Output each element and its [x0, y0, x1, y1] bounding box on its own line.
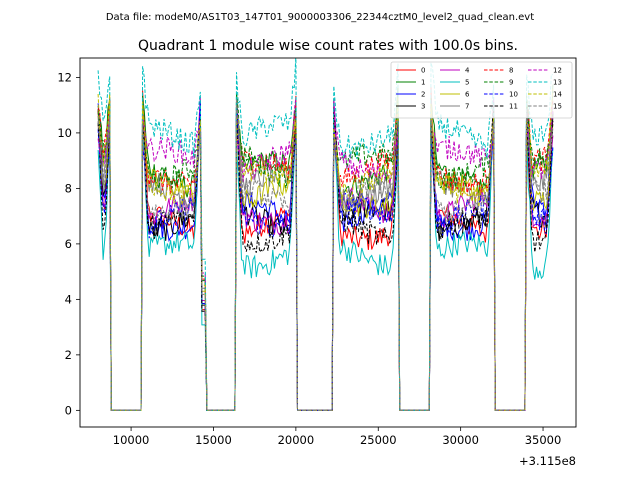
legend-label-8: 8: [509, 67, 513, 75]
legend-label-11: 11: [509, 103, 518, 111]
x-tick-label: 35000: [525, 433, 562, 447]
legend-label-0: 0: [421, 67, 425, 75]
suptitle: Data file: modeM0/AS1T03_147T01_90000033…: [106, 12, 534, 23]
legend-label-5: 5: [465, 79, 469, 87]
x-tick-label: 10000: [113, 433, 150, 447]
y-tick-label: 6: [65, 237, 72, 251]
series-layer: [97, 58, 554, 411]
legend-label-12: 12: [553, 67, 562, 75]
y-tick-label: 10: [57, 126, 72, 140]
y-tick-label: 2: [65, 348, 72, 362]
legend-label-7: 7: [465, 103, 469, 111]
legend-label-3: 3: [421, 103, 425, 111]
legend-box: [390, 61, 573, 119]
x-tick-label: 30000: [442, 433, 479, 447]
chart-title: Quadrant 1 module wise count rates with …: [138, 38, 518, 54]
x-axis: 10000 15000 20000 25000 30000 35000: [113, 427, 562, 447]
y-tick-label: 4: [65, 292, 72, 306]
legend-label-10: 10: [509, 91, 518, 99]
x-offset-label: +3.115e8: [519, 454, 576, 468]
series-line-15: [97, 98, 554, 411]
y-tick-label: 0: [65, 403, 72, 417]
y-axis: 0 2 4 6 8 10 12: [57, 70, 80, 417]
x-tick-label: 20000: [278, 433, 315, 447]
x-tick-label: 25000: [360, 433, 397, 447]
legend-label-1: 1: [421, 79, 425, 87]
legend-label-9: 9: [509, 79, 513, 87]
legend-label-14: 14: [553, 91, 562, 99]
legend-label-2: 2: [421, 91, 425, 99]
x-tick-label: 15000: [195, 433, 232, 447]
legend-label-13: 13: [553, 79, 562, 87]
legend-label-4: 4: [465, 67, 470, 75]
y-tick-label: 12: [57, 70, 72, 84]
legend-label-15: 15: [553, 103, 562, 111]
axes-frame: [79, 57, 577, 428]
legend-label-6: 6: [465, 91, 470, 99]
plot-area: 10000 15000 20000 25000 30000 35000 024681012…: [57, 57, 577, 468]
y-tick-label: 8: [65, 181, 72, 195]
